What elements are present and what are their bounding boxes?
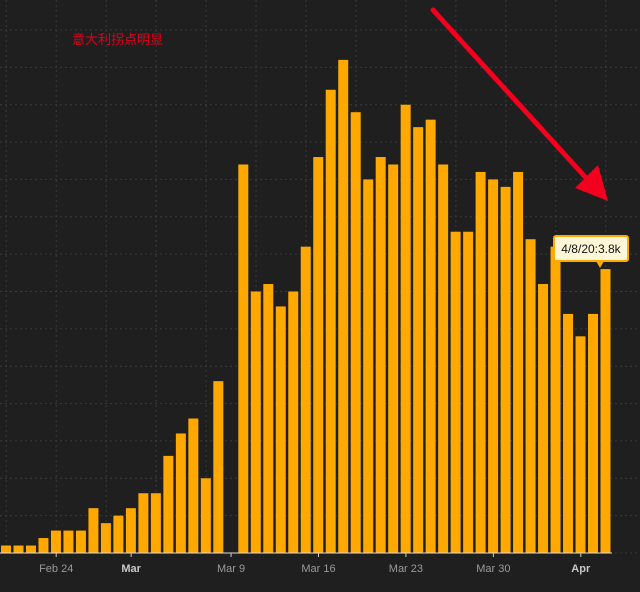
bar-3-2[interactable] xyxy=(138,493,149,553)
bar-3-21[interactable] xyxy=(375,157,386,553)
bar-4-6[interactable] xyxy=(575,336,586,553)
bar-3-14[interactable] xyxy=(288,291,299,554)
bar-2-28[interactable] xyxy=(100,523,111,553)
annotation-text: 意大利拐点明显 xyxy=(72,32,163,48)
bar-3-13[interactable] xyxy=(275,306,286,553)
bar-3-11[interactable] xyxy=(250,291,261,554)
bar-2-26[interactable] xyxy=(75,530,86,553)
tooltip-text: 4/8/20:3.8k xyxy=(561,242,621,256)
bar-3-20[interactable] xyxy=(363,179,374,553)
bar-2-29[interactable] xyxy=(113,515,124,553)
bar-3-18[interactable] xyxy=(338,59,349,554)
bar-3-30[interactable] xyxy=(488,179,499,553)
bar-3-10[interactable] xyxy=(238,164,249,553)
bar-3-7[interactable] xyxy=(200,478,211,553)
bar-3-28[interactable] xyxy=(463,231,474,553)
tooltip-box xyxy=(553,235,629,262)
bar-3-23[interactable] xyxy=(400,104,411,553)
bar-3-25[interactable] xyxy=(425,119,436,554)
bar-2-27[interactable] xyxy=(88,508,99,553)
bar-3-27[interactable] xyxy=(450,231,461,553)
bar-3-31[interactable] xyxy=(500,186,511,553)
red-arrow-icon xyxy=(430,7,608,201)
bar-3-1[interactable] xyxy=(125,508,136,553)
bar-2-20[interactable] xyxy=(1,545,11,553)
bar-3-22[interactable] xyxy=(388,164,399,553)
x-axis-ticks: Feb 24 Mar Mar 9 Mar 16 Mar 23 Mar 30 Apr xyxy=(39,553,591,575)
bar-3-16[interactable] xyxy=(313,157,324,553)
bar-3-8[interactable] xyxy=(213,381,224,553)
bar-4-2[interactable] xyxy=(525,239,536,553)
tooltip: 4/8/20:3.8k xyxy=(553,235,629,268)
bar-3-12[interactable] xyxy=(263,284,274,553)
bars xyxy=(1,59,611,554)
bar-4-8[interactable] xyxy=(600,269,611,553)
bar-3-4[interactable] xyxy=(163,455,174,553)
bar-2-23[interactable] xyxy=(38,538,49,553)
x-tick-label: Feb 24 xyxy=(39,563,73,575)
x-tick-label: Mar xyxy=(121,563,141,575)
bar-3-19[interactable] xyxy=(350,112,361,553)
bar-2-22[interactable] xyxy=(25,545,36,553)
bar-3-24[interactable] xyxy=(413,127,424,553)
bar-2-24[interactable] xyxy=(50,530,61,553)
bar-4-5[interactable] xyxy=(563,313,574,553)
bar-3-29[interactable] xyxy=(475,171,486,553)
bar-2-25[interactable] xyxy=(63,530,74,553)
bar-3-15[interactable] xyxy=(300,246,311,553)
x-tick-label: Mar 16 xyxy=(301,563,335,575)
bar-4-1[interactable] xyxy=(513,171,524,553)
bar-3-5[interactable] xyxy=(175,433,186,553)
tooltip-pointer xyxy=(596,261,604,268)
bar-2-21[interactable] xyxy=(13,545,24,553)
bar-3-17[interactable] xyxy=(325,89,336,554)
bar-4-3[interactable] xyxy=(538,284,549,553)
x-tick-label: Mar 23 xyxy=(389,563,423,575)
x-tick-label: Mar 30 xyxy=(476,563,510,575)
bar-4-4[interactable] xyxy=(550,246,561,553)
bar-3-3[interactable] xyxy=(150,493,161,553)
x-tick-label: Apr xyxy=(571,563,591,575)
bar-3-26[interactable] xyxy=(438,164,449,553)
bar-4-7[interactable] xyxy=(588,313,599,553)
bar-3-6[interactable] xyxy=(188,418,199,553)
x-tick-label: Mar 9 xyxy=(217,563,245,575)
